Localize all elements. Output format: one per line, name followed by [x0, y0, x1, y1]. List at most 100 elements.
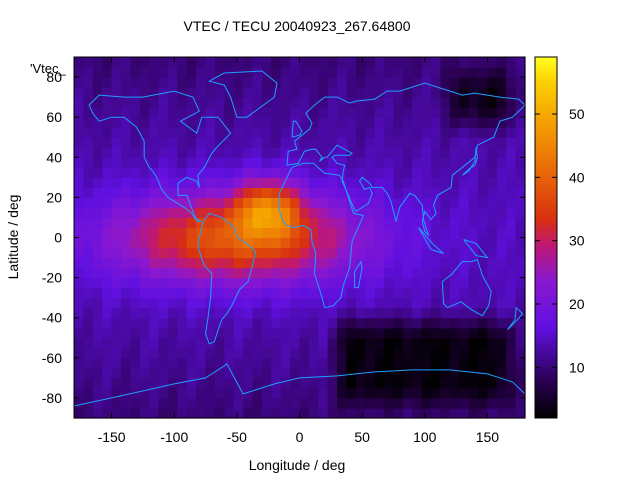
heatmap-cell	[440, 357, 451, 369]
heatmap-cell	[318, 307, 329, 319]
heatmap-cell	[393, 217, 404, 229]
heatmap-cell	[308, 137, 319, 148]
heatmap-cell	[130, 387, 141, 399]
heatmap-cell	[506, 137, 517, 148]
heatmap-cell	[506, 277, 517, 289]
heatmap-cell	[149, 307, 160, 319]
heatmap-cell	[290, 347, 301, 359]
heatmap-cell	[139, 87, 150, 98]
heatmap-cell	[120, 237, 131, 249]
heatmap-cell	[233, 187, 244, 198]
heatmap-cell	[177, 157, 188, 168]
heatmap-cell	[506, 167, 517, 178]
heatmap-cell	[102, 187, 113, 198]
heatmap-cell	[205, 107, 216, 118]
heatmap-cell	[139, 397, 150, 409]
heatmap-cell	[233, 347, 244, 359]
heatmap-cell	[327, 357, 338, 369]
heatmap-cell	[233, 97, 244, 108]
heatmap-cell	[496, 107, 507, 118]
heatmap-cell	[252, 397, 263, 409]
heatmap-cell	[92, 187, 103, 198]
heatmap-cell	[92, 287, 103, 299]
heatmap-cell	[252, 357, 263, 369]
heatmap-cell	[440, 217, 451, 229]
heatmap-cell	[337, 157, 348, 168]
heatmap-cell	[478, 277, 489, 289]
heatmap-cell	[252, 197, 263, 209]
heatmap-cell	[496, 387, 507, 399]
coastline-path	[207, 70, 278, 118]
heatmap-cell	[196, 117, 207, 128]
heatmap-cell	[440, 177, 451, 188]
heatmap-cell	[393, 87, 404, 98]
heatmap-cell	[355, 217, 366, 229]
heatmap-cell	[111, 57, 122, 68]
heatmap-cell	[111, 297, 122, 309]
heatmap-cell	[496, 377, 507, 389]
heatmap-cell	[318, 177, 329, 188]
heatmap-cell	[83, 227, 94, 239]
heatmap-cell	[374, 167, 385, 178]
heatmap-cell	[149, 267, 160, 279]
heatmap-cell	[214, 357, 225, 369]
heatmap-cell	[214, 257, 225, 269]
heatmap-cell	[496, 237, 507, 249]
heatmap-cell	[158, 157, 169, 168]
heatmap-cell	[299, 57, 310, 68]
heatmap-cell	[92, 317, 103, 329]
heatmap-cell	[515, 277, 526, 289]
heatmap-cell	[384, 187, 395, 198]
heatmap-cell	[271, 157, 282, 168]
heatmap-cell	[337, 107, 348, 118]
colorbar-tick-label: 20	[569, 296, 585, 312]
heatmap-cell	[196, 217, 207, 229]
heatmap-cell	[92, 407, 103, 419]
heatmap-cell	[421, 197, 432, 209]
heatmap-cell	[393, 177, 404, 188]
heatmap-cell	[478, 187, 489, 198]
heatmap-cell	[327, 227, 338, 239]
heatmap-cell	[318, 157, 329, 168]
heatmap-cell	[290, 207, 301, 219]
heatmap-cell	[374, 137, 385, 148]
heatmap-cell	[374, 187, 385, 198]
heatmap-cell	[402, 217, 413, 229]
heatmap-cell	[506, 107, 517, 118]
heatmap-cell	[243, 267, 254, 279]
heatmap-cell	[233, 137, 244, 148]
heatmap-cell	[308, 237, 319, 249]
heatmap-cell	[92, 257, 103, 269]
heatmap-cell	[374, 57, 385, 68]
heatmap-cell	[111, 357, 122, 369]
heatmap-cell	[402, 387, 413, 399]
heatmap-cell	[149, 257, 160, 269]
heatmap-cell	[252, 177, 263, 188]
heatmap-cell	[280, 207, 291, 219]
heatmap-cell	[506, 297, 517, 309]
heatmap-cell	[196, 67, 207, 78]
heatmap-cell	[149, 237, 160, 249]
heatmap-cell	[515, 347, 526, 359]
heatmap-cell	[365, 337, 376, 349]
heatmap-cell	[149, 287, 160, 299]
heatmap-cell	[120, 157, 131, 168]
heatmap-cell	[487, 177, 498, 188]
heatmap-cell	[271, 97, 282, 108]
heatmap-cell	[177, 217, 188, 229]
heatmap-cell	[515, 67, 526, 78]
heatmap-cell	[431, 87, 442, 98]
heatmap-cell	[440, 77, 451, 88]
heatmap-cell	[139, 337, 150, 349]
heatmap-cell	[487, 87, 498, 98]
heatmap-cell	[83, 347, 94, 359]
heatmap-cell	[158, 337, 169, 349]
heatmap-cell	[327, 57, 338, 68]
heatmap-cell	[280, 307, 291, 319]
coastline-path	[507, 306, 524, 331]
heatmap-cell	[346, 177, 357, 188]
heatmap-cell	[271, 147, 282, 158]
heatmap-cell	[506, 287, 517, 299]
heatmap-cell	[402, 247, 413, 259]
